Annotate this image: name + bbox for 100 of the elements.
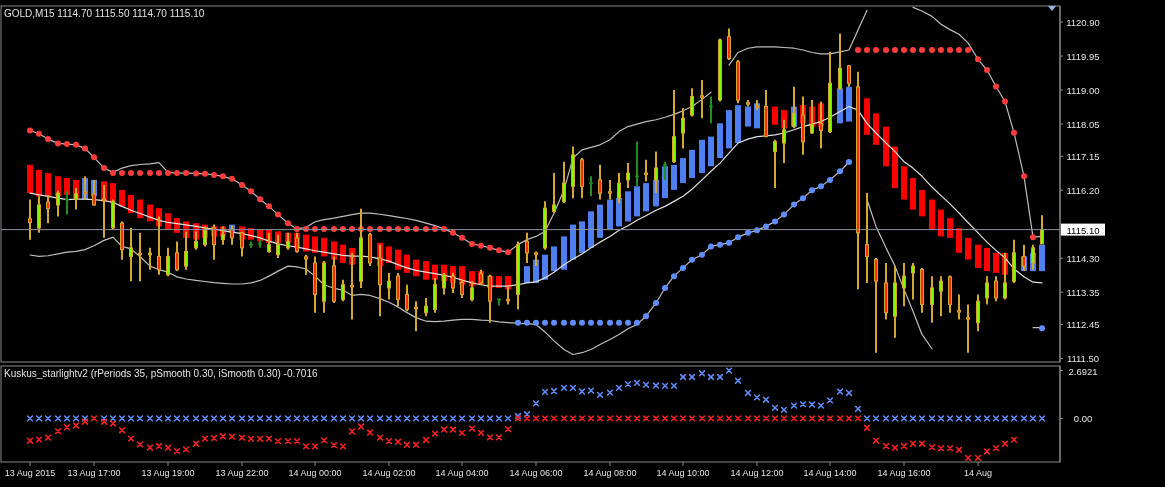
x-tick-label: 14 Aug 14:00 bbox=[803, 468, 857, 478]
y-tick-label: 1120.90 bbox=[1066, 16, 1100, 28]
point bbox=[561, 319, 567, 326]
bar bbox=[745, 106, 751, 127]
bar bbox=[579, 221, 585, 253]
point bbox=[616, 319, 622, 326]
point bbox=[643, 313, 649, 320]
y-tick-label: 0.00 bbox=[1073, 412, 1093, 424]
y-tick-label: 1117.15 bbox=[1066, 150, 1100, 162]
bar bbox=[404, 254, 410, 273]
y-tick-label: 1116.20 bbox=[1066, 184, 1100, 196]
point bbox=[708, 243, 714, 250]
x-tick-label: 14 Aug 02:00 bbox=[362, 468, 416, 478]
candlestick bbox=[588, 175, 594, 198]
x-tick-label: 13 Aug 17:00 bbox=[67, 468, 121, 478]
bar bbox=[542, 254, 548, 280]
bar bbox=[919, 189, 925, 217]
bar bbox=[965, 237, 971, 260]
bar bbox=[312, 236, 318, 253]
candlestick bbox=[175, 240, 179, 273]
point bbox=[800, 195, 806, 202]
bar bbox=[883, 126, 889, 167]
x-tick-label: 14 Aug 06:00 bbox=[509, 468, 563, 478]
y-tick-label: 1112.45 bbox=[1066, 318, 1100, 330]
candlestick bbox=[966, 303, 970, 354]
bar bbox=[588, 211, 594, 248]
candlestick bbox=[690, 87, 694, 118]
bar bbox=[110, 183, 116, 204]
point bbox=[542, 319, 548, 326]
bar bbox=[36, 169, 42, 197]
bar bbox=[340, 244, 346, 263]
candlestick bbox=[985, 275, 989, 306]
bar bbox=[625, 191, 631, 222]
bar bbox=[64, 178, 70, 195]
candlestick bbox=[874, 256, 878, 354]
candlestick bbox=[341, 278, 345, 303]
bar bbox=[735, 105, 741, 144]
point bbox=[662, 284, 668, 291]
bar bbox=[119, 189, 125, 207]
bar bbox=[947, 218, 953, 238]
bar bbox=[607, 199, 613, 230]
candlestick bbox=[396, 271, 400, 308]
point bbox=[763, 223, 769, 230]
bar bbox=[386, 246, 392, 263]
point bbox=[837, 168, 843, 175]
point bbox=[671, 273, 677, 280]
point bbox=[745, 229, 751, 236]
x-tick-label: 14 Aug 04:00 bbox=[435, 468, 489, 478]
candlestick bbox=[1040, 214, 1044, 245]
bar bbox=[689, 149, 695, 179]
ref-line-label: 1115.10 bbox=[1066, 224, 1100, 236]
y-tick-label: 1119.95 bbox=[1066, 50, 1100, 62]
chart-title: Kuskus_starlightv2 (rPeriods 35, pSmooth 0.30, iSmooth 0.30) -0.7016 bbox=[4, 368, 318, 379]
x-tick-label: 14 Aug 08:00 bbox=[583, 468, 637, 478]
y-tick-label: 1113.35 bbox=[1066, 286, 1100, 298]
candlestick bbox=[976, 293, 980, 333]
bar bbox=[45, 173, 51, 197]
bar bbox=[892, 146, 898, 189]
candlestick bbox=[930, 275, 934, 324]
bar bbox=[993, 252, 999, 273]
point bbox=[579, 319, 585, 326]
point bbox=[680, 264, 686, 271]
x-tick-label: 14 Aug 12:00 bbox=[730, 468, 784, 478]
candlestick bbox=[552, 172, 556, 215]
point bbox=[717, 241, 723, 248]
bar bbox=[395, 249, 401, 270]
point bbox=[818, 183, 824, 190]
y-tick-label: 1118.05 bbox=[1066, 118, 1100, 130]
x-tick-label: 14 Aug 16:00 bbox=[877, 468, 931, 478]
y-tick-label: 2.6921 bbox=[1068, 365, 1098, 377]
candlestick bbox=[83, 175, 87, 201]
bar bbox=[938, 209, 944, 237]
candlestick bbox=[994, 275, 998, 303]
chart-title: GOLD,M15 1114.70 1115.50 1114.70 1115.10 bbox=[4, 8, 205, 19]
candlestick bbox=[525, 231, 529, 264]
point bbox=[515, 319, 521, 326]
bar bbox=[984, 247, 990, 272]
point bbox=[781, 211, 787, 218]
candlestick bbox=[424, 296, 428, 318]
bar bbox=[524, 266, 530, 283]
candlestick bbox=[644, 158, 648, 183]
candlestick bbox=[911, 261, 915, 301]
x-tick-label: 14 Aug 00:00 bbox=[288, 468, 342, 478]
bar bbox=[772, 106, 778, 125]
candlestick bbox=[562, 160, 566, 205]
candlestick bbox=[304, 253, 308, 276]
bar bbox=[864, 98, 870, 135]
point bbox=[689, 256, 695, 263]
bar bbox=[27, 164, 33, 194]
candlestick bbox=[773, 138, 777, 190]
x-tick-label: 13 Aug 19:00 bbox=[141, 468, 195, 478]
candlestick bbox=[598, 163, 602, 201]
point bbox=[653, 299, 659, 306]
point bbox=[524, 319, 530, 326]
candlestick bbox=[405, 283, 409, 313]
candlestick bbox=[727, 27, 731, 62]
y-tick-label: 1114.30 bbox=[1066, 252, 1100, 264]
candlestick bbox=[166, 246, 170, 278]
point bbox=[597, 319, 603, 326]
point bbox=[846, 159, 852, 165]
